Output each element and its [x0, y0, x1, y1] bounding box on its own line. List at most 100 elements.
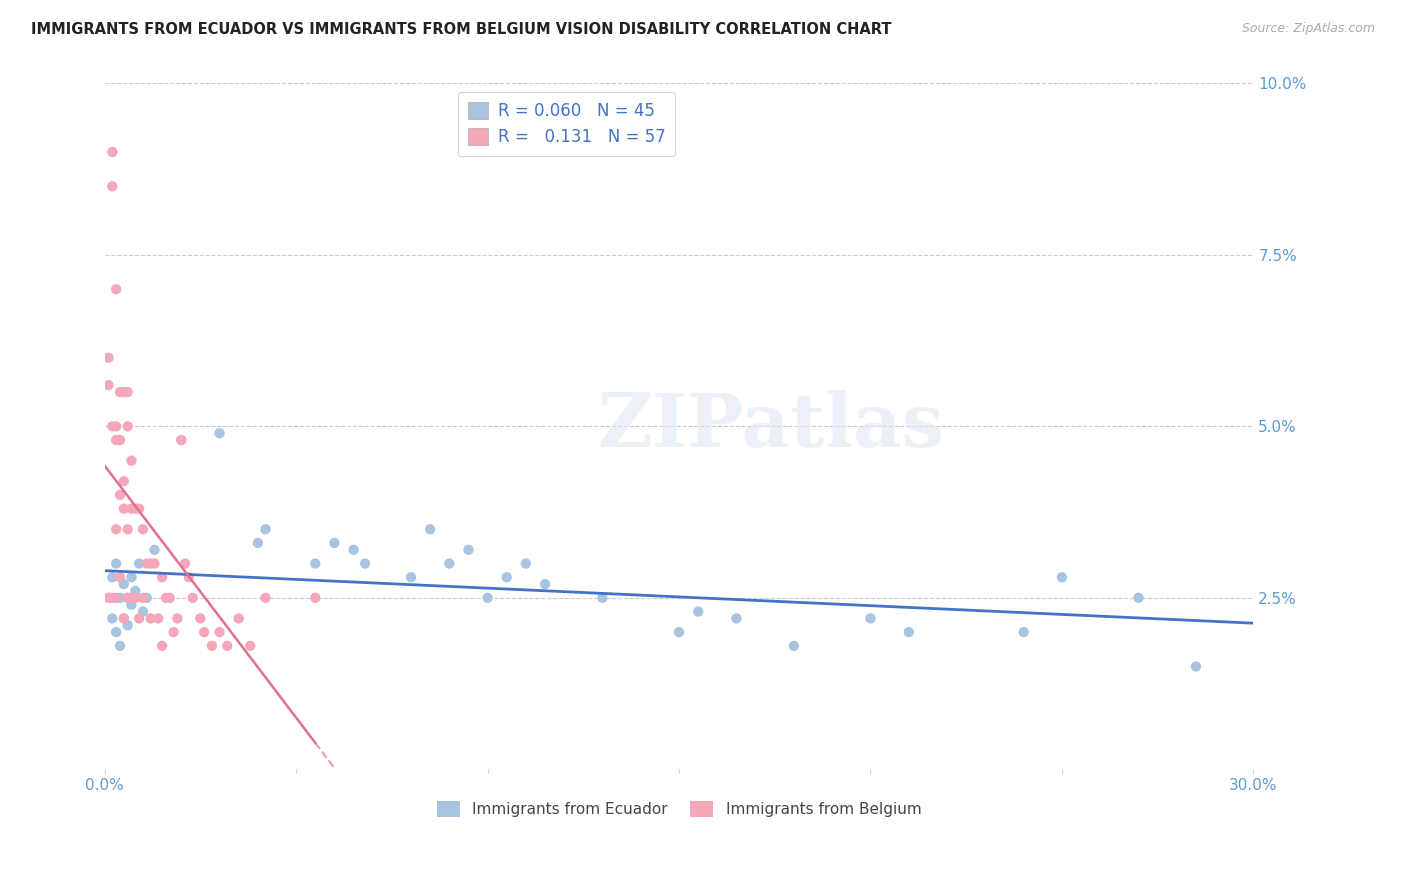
- Point: [101, 570, 124, 584]
- Point: [166, 611, 188, 625]
- Point: [304, 557, 326, 571]
- Point: [101, 179, 124, 194]
- Point: [439, 557, 461, 571]
- Point: [304, 591, 326, 605]
- Point: [101, 611, 124, 625]
- Point: [897, 625, 920, 640]
- Point: [121, 570, 143, 584]
- Point: [101, 591, 124, 605]
- Point: [97, 351, 120, 365]
- Point: [246, 536, 269, 550]
- Point: [108, 591, 131, 605]
- Point: [135, 591, 157, 605]
- Point: [181, 591, 204, 605]
- Point: [139, 611, 162, 625]
- Point: [117, 385, 139, 400]
- Point: [419, 522, 441, 536]
- Point: [1012, 625, 1035, 640]
- Point: [201, 639, 224, 653]
- Point: [121, 453, 143, 467]
- Point: [132, 591, 155, 605]
- Point: [217, 639, 239, 653]
- Point: [105, 282, 128, 296]
- Point: [177, 570, 200, 584]
- Point: [208, 426, 231, 441]
- Point: [1185, 659, 1208, 673]
- Point: [112, 501, 135, 516]
- Point: [534, 577, 557, 591]
- Point: [97, 591, 120, 605]
- Point: [112, 385, 135, 400]
- Point: [112, 577, 135, 591]
- Point: [139, 557, 162, 571]
- Point: [148, 611, 170, 625]
- Text: ZIPatlas: ZIPatlas: [598, 390, 945, 463]
- Legend: Immigrants from Ecuador, Immigrants from Belgium: Immigrants from Ecuador, Immigrants from…: [430, 795, 928, 823]
- Point: [117, 419, 139, 434]
- Point: [117, 618, 139, 632]
- Point: [1128, 591, 1150, 605]
- Point: [117, 522, 139, 536]
- Point: [143, 542, 166, 557]
- Point: [143, 557, 166, 571]
- Point: [108, 488, 131, 502]
- Point: [101, 145, 124, 159]
- Point: [239, 639, 262, 653]
- Point: [254, 522, 277, 536]
- Point: [128, 501, 150, 516]
- Point: [170, 433, 193, 447]
- Point: [155, 591, 177, 605]
- Point: [668, 625, 690, 640]
- Point: [128, 557, 150, 571]
- Point: [150, 570, 173, 584]
- Point: [150, 639, 173, 653]
- Point: [121, 591, 143, 605]
- Text: Source: ZipAtlas.com: Source: ZipAtlas.com: [1241, 22, 1375, 36]
- Point: [323, 536, 346, 550]
- Point: [135, 557, 157, 571]
- Point: [132, 522, 155, 536]
- Point: [108, 433, 131, 447]
- Point: [124, 591, 146, 605]
- Point: [105, 522, 128, 536]
- Point: [1050, 570, 1073, 584]
- Point: [112, 611, 135, 625]
- Point: [112, 611, 135, 625]
- Point: [159, 591, 181, 605]
- Point: [170, 433, 193, 447]
- Point: [725, 611, 748, 625]
- Point: [105, 557, 128, 571]
- Point: [128, 611, 150, 625]
- Point: [108, 639, 131, 653]
- Point: [495, 570, 517, 584]
- Point: [101, 419, 124, 434]
- Point: [477, 591, 499, 605]
- Point: [121, 598, 143, 612]
- Point: [457, 542, 479, 557]
- Point: [112, 475, 135, 489]
- Point: [108, 385, 131, 400]
- Point: [228, 611, 250, 625]
- Point: [254, 591, 277, 605]
- Point: [354, 557, 377, 571]
- Point: [132, 605, 155, 619]
- Point: [859, 611, 882, 625]
- Point: [105, 625, 128, 640]
- Point: [162, 625, 184, 640]
- Text: IMMIGRANTS FROM ECUADOR VS IMMIGRANTS FROM BELGIUM VISION DISABILITY CORRELATION: IMMIGRANTS FROM ECUADOR VS IMMIGRANTS FR…: [31, 22, 891, 37]
- Point: [117, 591, 139, 605]
- Point: [121, 501, 143, 516]
- Point: [124, 501, 146, 516]
- Point: [399, 570, 422, 584]
- Point: [190, 611, 212, 625]
- Point: [342, 542, 364, 557]
- Point: [105, 591, 128, 605]
- Point: [688, 605, 710, 619]
- Point: [515, 557, 537, 571]
- Point: [97, 591, 120, 605]
- Point: [117, 591, 139, 605]
- Point: [208, 625, 231, 640]
- Point: [783, 639, 806, 653]
- Point: [105, 433, 128, 447]
- Point: [591, 591, 613, 605]
